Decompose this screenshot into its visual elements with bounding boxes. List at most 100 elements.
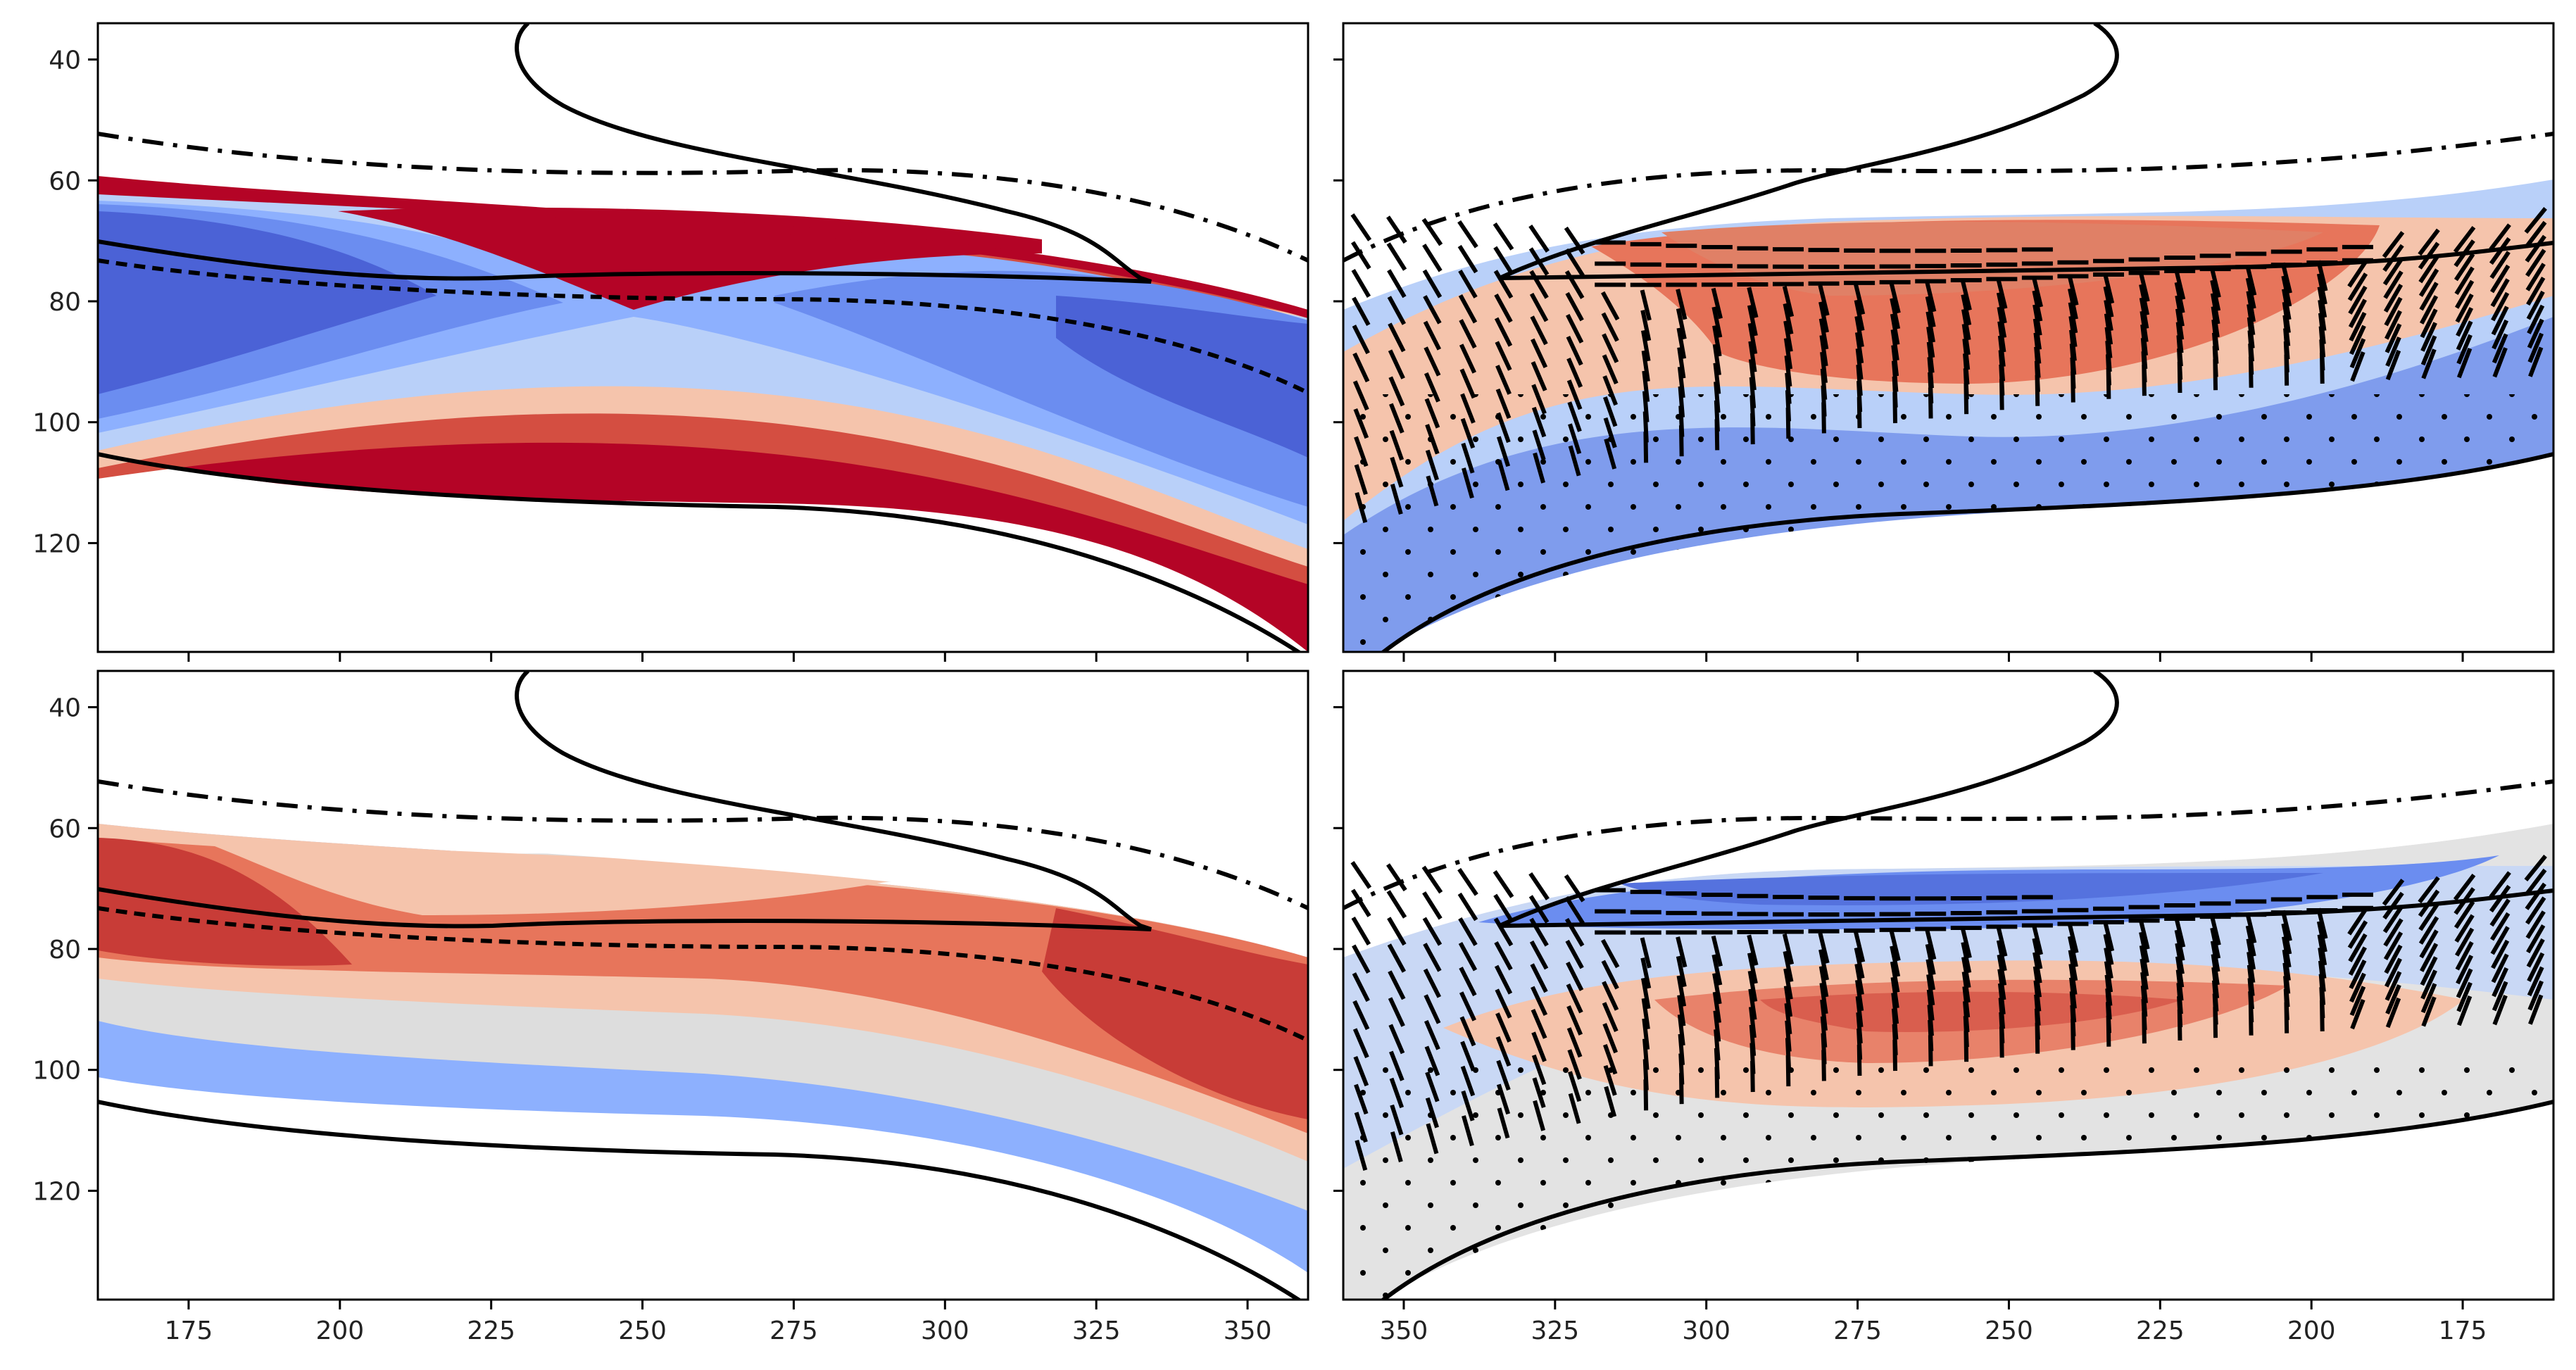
orientation-glyph xyxy=(2491,306,2509,336)
orientation-glyph xyxy=(1676,289,1688,320)
orientation-glyph xyxy=(1495,341,1512,371)
orientation-glyph xyxy=(2320,352,2325,384)
orientation-glyph xyxy=(1531,986,1548,1017)
orientation-glyph xyxy=(1747,305,1758,337)
orientation-glyph xyxy=(2213,1007,2218,1038)
axes-frame xyxy=(96,22,1309,653)
contour-band-red-right xyxy=(1042,908,1308,1119)
orientation-glyph xyxy=(2456,968,2473,998)
orientation-glyph xyxy=(1677,995,1686,1026)
orientation-glyph xyxy=(1458,942,1478,972)
orientation-glyph xyxy=(1496,412,1511,444)
orientation-glyph xyxy=(1496,436,1511,467)
orientation-glyph xyxy=(1352,1000,1370,1031)
orientation-glyph xyxy=(1425,424,1440,455)
orientation-glyph xyxy=(1352,1028,1369,1059)
x-axis: 350 325 300 275 250 225 200 175 xyxy=(1380,1300,2487,1345)
orientation-glyph xyxy=(1783,338,1793,370)
orientation-glyph xyxy=(1854,947,1865,979)
orientation-glyph xyxy=(1604,438,1617,470)
orientation-glyph xyxy=(1460,1065,1476,1097)
orientation-glyph xyxy=(2245,264,2257,296)
contour-line-dashed xyxy=(98,258,1308,395)
orientation-glyph xyxy=(1460,1041,1476,1072)
orientation-glyph xyxy=(2491,291,2510,322)
orientation-glyph xyxy=(2418,916,2439,945)
orientation-glyph xyxy=(2139,931,2150,963)
orientation-glyph xyxy=(2418,228,2440,256)
orientation-glyph xyxy=(1783,950,1794,983)
overlay-lines xyxy=(98,671,1308,1300)
y-tick-label: 80 xyxy=(49,288,81,317)
orientation-glyph xyxy=(2350,351,2365,382)
orientation-glyph xyxy=(1890,298,1901,329)
orientation-glyph xyxy=(1996,940,2007,972)
orientation-glyph xyxy=(1602,375,1618,406)
axes-frame xyxy=(96,670,1309,1301)
orientation-glyph xyxy=(1533,1100,1545,1131)
y-tick-label: 120 xyxy=(32,1177,81,1206)
orientation-glyph xyxy=(2491,953,2509,983)
orientation-glyph xyxy=(1678,1073,1684,1105)
x-tick-label: 250 xyxy=(618,1316,667,1345)
contour-band-pale-red-top xyxy=(211,845,950,915)
orientation-glyph xyxy=(1925,959,1935,991)
orientation-glyph xyxy=(1457,892,1478,922)
orientation-glyph xyxy=(1564,248,1585,277)
orientation-glyph xyxy=(2489,251,2511,279)
orientation-glyph xyxy=(1531,1031,1547,1062)
contour-line-dash-dot xyxy=(1343,779,2553,910)
orientation-glyph xyxy=(1818,318,1829,350)
panel-top-right xyxy=(1333,22,2555,662)
orientation-glyph xyxy=(1747,934,1759,966)
orientation-glyph xyxy=(1568,423,1582,455)
orientation-glyph xyxy=(1457,244,1478,274)
orientation-glyph xyxy=(1783,968,1793,1000)
contour-line-solid-lower xyxy=(98,452,1302,652)
orientation-glyph xyxy=(1711,287,1723,320)
orientation-glyph xyxy=(2527,952,2545,982)
orientation-glyph xyxy=(1532,1077,1546,1109)
orientation-glyph xyxy=(2068,288,2078,320)
orientation-glyph xyxy=(2489,871,2511,899)
orientation-glyph xyxy=(1676,936,1688,968)
orientation-glyph xyxy=(1712,344,1721,376)
orientation-glyph xyxy=(2527,318,2544,349)
orientation-glyph xyxy=(2138,918,2150,950)
orientation-glyph xyxy=(2421,996,2437,1027)
orientation-glyph xyxy=(1603,1064,1617,1096)
orientation-glyph xyxy=(1424,1019,1440,1050)
y-tick-label: 80 xyxy=(49,936,81,964)
orientation-glyph xyxy=(2348,933,2368,962)
orientation-glyph xyxy=(1603,1043,1618,1075)
orientation-glyph xyxy=(1462,1115,1474,1147)
y-axis: 40 60 80 100 120 xyxy=(32,694,98,1206)
orientation-glyph xyxy=(1388,970,1406,1000)
orientation-glyph xyxy=(1566,379,1583,410)
orientation-glyph xyxy=(2347,272,2368,301)
orientation-glyph xyxy=(2031,924,2043,955)
orientation-glyph xyxy=(1641,350,1650,382)
y-tick-label: 60 xyxy=(49,815,81,843)
orientation-glyph xyxy=(1676,308,1687,340)
orientation-glyph xyxy=(2527,304,2545,334)
orientation-glyph xyxy=(2174,268,2186,300)
orientation-glyph xyxy=(2524,207,2547,234)
orientation-glyph xyxy=(1889,282,1901,314)
orientation-glyph xyxy=(1782,286,1795,318)
orientation-glyph xyxy=(1821,1050,1826,1081)
orientation-glyph xyxy=(2068,936,2078,967)
orientation-glyph xyxy=(2525,263,2546,291)
orientation-glyph xyxy=(1960,279,1972,311)
orientation-glyph xyxy=(2385,997,2401,1029)
orientation-glyph xyxy=(1890,945,1901,977)
orientation-glyph xyxy=(1495,388,1512,420)
orientation-glyph xyxy=(2490,278,2510,308)
orientation-glyph xyxy=(1819,982,1828,1014)
orientation-glyph xyxy=(2383,283,2404,313)
orientation-glyph xyxy=(1531,1008,1547,1039)
orientation-glyph xyxy=(2418,876,2440,904)
orientation-glyph xyxy=(1493,870,1514,898)
orientation-glyph xyxy=(2492,995,2508,1026)
orientation-glyph xyxy=(1996,925,2008,957)
